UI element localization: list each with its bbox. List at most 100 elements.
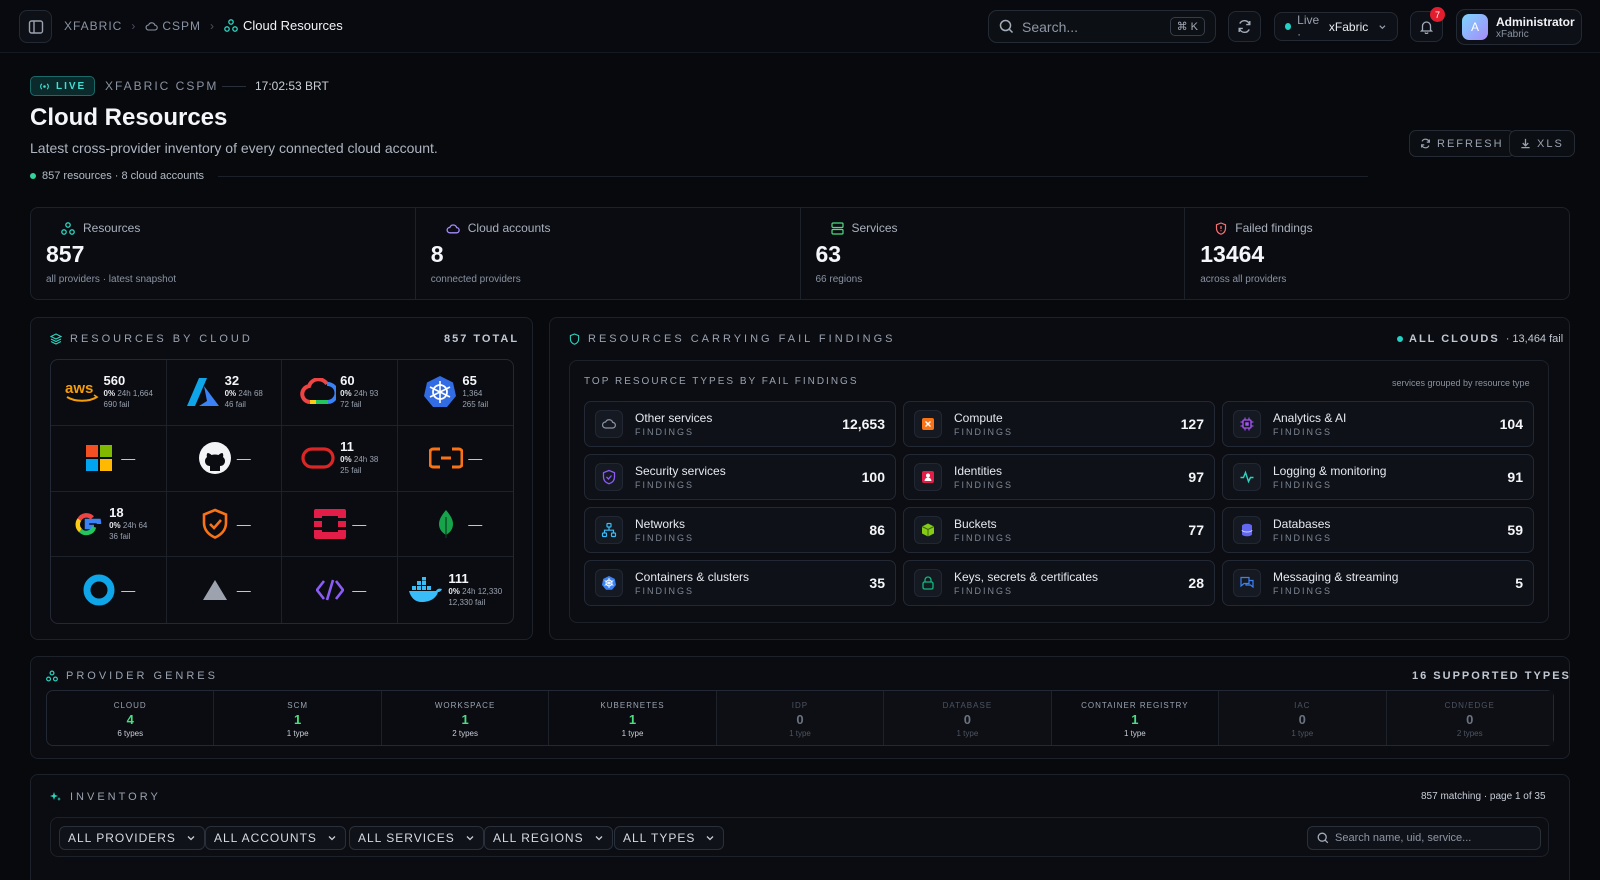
genre-item[interactable]: SCM 1 1 type	[214, 691, 382, 745]
kubernetes-icon	[422, 374, 458, 410]
global-search[interactable]: Search... ⌘ K	[988, 10, 1216, 43]
provider-cell-triangle[interactable]: —	[167, 557, 282, 623]
genre-types: 6 types	[117, 729, 144, 738]
genre-label: DATABASE	[942, 701, 993, 710]
resource-type-card[interactable]: Buckets FINDINGS 77	[903, 507, 1215, 553]
stat-failed-findings: Failed findings 13464 across all provide…	[1185, 208, 1569, 299]
message-icon	[1233, 569, 1261, 597]
provider-cell-kubernetes[interactable]: 65 1,364 265 fail	[397, 360, 513, 426]
genre-types: 1 type	[286, 729, 309, 738]
stat-label: Services	[851, 221, 898, 235]
user-menu[interactable]: A Administrator xFabric	[1456, 9, 1582, 45]
genre-item[interactable]: CONTAINER REGISTRY 1 1 type	[1052, 691, 1220, 745]
stat-value: 13464	[1200, 241, 1265, 267]
resource-type-sub: FINDINGS	[954, 533, 1014, 543]
provider-cell-code[interactable]: —	[282, 557, 398, 623]
filter-types[interactable]: ALL TYPES	[614, 826, 725, 850]
cloud-scope-filter[interactable]: ALL CLOUDS · 13,464 fail	[1397, 333, 1563, 345]
stat-services: Services 63 66 regions	[801, 208, 1186, 299]
filter-regions[interactable]: ALL REGIONS	[484, 826, 613, 850]
resources-icon	[46, 670, 58, 682]
cloud-icon	[446, 223, 460, 233]
genre-item[interactable]: WORKSPACE 1 2 types	[382, 691, 550, 745]
openstack-icon	[312, 506, 348, 542]
genre-types: 1 type	[956, 729, 979, 738]
resource-type-card[interactable]: Messaging & streaming FINDINGS 5	[1222, 560, 1534, 606]
stat-value: 8	[430, 241, 444, 267]
provider-cell-microsoft[interactable]: —	[51, 425, 167, 492]
provider-cell-mongodb[interactable]: —	[397, 492, 513, 558]
resource-type-sub: FINDINGS	[1273, 586, 1333, 596]
resource-type-card[interactable]: Keys, secrets & certificates FINDINGS 28	[903, 560, 1215, 606]
provider-genres-list: CLOUD 4 6 types SCM 1 1 type WORKSPACE 1…	[46, 690, 1554, 746]
provider-cell-aws[interactable]: aws 560 0% 24h 1,664 690 fail	[51, 360, 167, 426]
filter-label: ALL REGIONS	[493, 831, 584, 845]
sidebar-toggle-button[interactable]	[19, 10, 52, 43]
breadcrumb-section[interactable]: CSPM	[145, 19, 201, 33]
resources-icon	[224, 19, 238, 32]
resource-type-card[interactable]: Analytics & AI FINDINGS 104	[1222, 401, 1534, 447]
resource-type-sub: FINDINGS	[1273, 480, 1333, 490]
provider-cell-azure[interactable]: 32 0% 24h 68 46 fail	[166, 360, 282, 426]
provider-cell-google[interactable]: 18 0% 24h 64 36 fail	[51, 491, 167, 558]
stat-sub: all providers · latest snapshot	[46, 274, 177, 285]
provider-cell-ring[interactable]: —	[51, 557, 167, 623]
genre-item[interactable]: DATABASE 0 1 type	[884, 691, 1052, 745]
provider-cell-gcp[interactable]: 60 0% 24h 93 72 fail	[282, 360, 398, 426]
current-time: 17:02:53 BRT	[255, 79, 329, 93]
provider-cell-openstack[interactable]: —	[282, 491, 398, 558]
export-xls-button[interactable]: XLS	[1509, 130, 1575, 157]
filter-services[interactable]: ALL SERVICES	[349, 826, 484, 850]
resource-type-card[interactable]: Identities FINDINGS 97	[903, 454, 1215, 500]
genre-item[interactable]: CLOUD 4 6 types	[47, 691, 215, 745]
live-dot	[1285, 23, 1292, 30]
provider-cell-oracle[interactable]: 11 0% 24h 38 25 fail	[282, 425, 398, 492]
resource-type-card[interactable]: Other services FINDINGS 12,653	[584, 401, 896, 447]
top-bar: XFABRIC › CSPM › Cloud Resources Search.…	[0, 0, 1600, 53]
provider-cell-alibaba[interactable]: —	[397, 426, 513, 492]
resource-type-card[interactable]: Networks FINDINGS 86	[584, 507, 896, 553]
genre-label: IAC	[1294, 701, 1311, 710]
provider-empty: —	[236, 450, 251, 467]
provider-cell-shield[interactable]: —	[166, 491, 282, 558]
resource-type-card[interactable]: Security services FINDINGS 100	[584, 454, 896, 500]
provider-fail: 25 fail	[340, 466, 362, 476]
provider-cell-github[interactable]: —	[166, 425, 282, 492]
resource-type-sub: FINDINGS	[1273, 427, 1333, 437]
resource-type-card[interactable]: Logging & monitoring FINDINGS 91	[1222, 454, 1534, 500]
genre-label: KUBERNETES	[600, 701, 665, 710]
provider-delta: 24h 93	[353, 389, 379, 399]
search-icon	[999, 19, 1014, 34]
resource-type-count: 5	[1515, 575, 1523, 591]
breadcrumb-root[interactable]: XFABRIC	[64, 18, 123, 33]
stat-sub: connected providers	[430, 274, 521, 285]
live-badge: LIVE	[30, 76, 96, 96]
resource-type-card[interactable]: Containers & clusters FINDINGS 35	[584, 560, 896, 606]
activity-icon	[1233, 463, 1261, 491]
provider-cell-docker[interactable]: 111 0% 24h 12,330 12,330 fail	[398, 557, 514, 623]
resource-type-card[interactable]: Compute FINDINGS 127	[903, 401, 1215, 447]
supported-types-count: 16 SUPPORTED TYPES	[1412, 670, 1571, 682]
inventory-search-input[interactable]: Search name, uid, service...	[1307, 826, 1541, 850]
genre-types: 1 type	[1291, 729, 1314, 738]
panel-title: RESOURCES BY CLOUD	[70, 333, 253, 345]
genre-item[interactable]: IDP 0 1 type	[716, 691, 885, 745]
workspace-selector[interactable]: Live · xFabric	[1274, 12, 1398, 41]
refresh-button[interactable]	[1228, 11, 1261, 42]
refresh-data-button[interactable]: REFRESH	[1409, 130, 1515, 157]
genre-item[interactable]: IAC 0 1 type	[1219, 691, 1387, 745]
resource-type-sub: FINDINGS	[635, 427, 695, 437]
search-shortcut: ⌘ K	[1169, 17, 1205, 36]
provider-pct: 0%	[340, 389, 352, 399]
genre-item[interactable]: CDN/EDGE 0 2 types	[1386, 691, 1553, 745]
genre-item[interactable]: KUBERNETES 1 1 type	[549, 691, 717, 745]
chevron-right-icon: ›	[131, 18, 137, 33]
resource-type-card[interactable]: Databases FINDINGS 59	[1222, 507, 1534, 553]
cloud-icon	[595, 410, 623, 438]
panel-title: RESOURCES CARRYING FAIL FINDINGS	[588, 333, 896, 345]
filter-accounts[interactable]: ALL ACCOUNTS	[205, 826, 346, 850]
resource-type-name: Databases	[1273, 517, 1331, 531]
resources-by-cloud-title: RESOURCES BY CLOUD	[50, 333, 253, 345]
chevron-down-icon	[187, 836, 195, 841]
filter-providers[interactable]: ALL PROVIDERS	[59, 826, 205, 850]
